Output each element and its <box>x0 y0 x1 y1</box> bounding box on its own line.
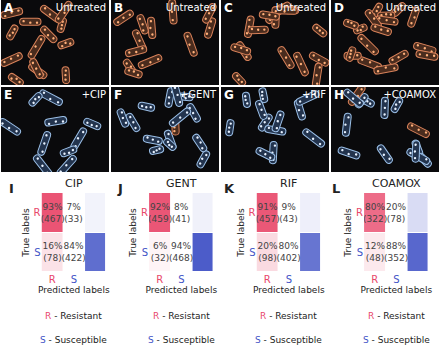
html-text:H: H <box>334 88 344 102</box>
svg-text:I: I <box>9 181 14 196</box>
svg-text:20%(98): 20%(98) <box>258 241 278 263</box>
svg-text:S: S <box>286 274 292 285</box>
html-text:D: D <box>334 1 344 15</box>
svg-text:L: L <box>332 181 340 196</box>
svg-text:12%(48): 12%(48) <box>365 241 385 263</box>
svg-text:9%(43): 9%(43) <box>279 202 297 224</box>
html-text:Untreated: Untreated <box>55 2 106 13</box>
html-text:B: B <box>114 1 124 15</box>
svg-text:RIF: RIF <box>280 177 297 190</box>
svg-text:8%(41): 8%(41) <box>172 202 190 224</box>
svg-text:S: S <box>178 274 184 285</box>
html-text:E: E <box>4 88 13 102</box>
svg-text:93%(467): 93%(467) <box>42 202 65 224</box>
html-text:+COAMOX: +COAMOX <box>383 89 436 100</box>
svg-text:S: S <box>393 274 399 285</box>
svg-text:R: R <box>371 274 378 285</box>
html-text:+GENT: +GENT <box>180 89 216 100</box>
svg-text:R: R <box>356 207 363 218</box>
svg-text:R: R <box>249 207 256 218</box>
svg-text:CIP: CIP <box>65 177 83 190</box>
svg-text:R: R <box>34 207 41 218</box>
svg-text:Predicted labels: Predicted labels <box>361 285 433 295</box>
svg-text:S - Susceptible: S - Susceptible <box>363 335 430 345</box>
svg-text:80%(402): 80%(402) <box>276 241 300 263</box>
svg-text:92%(459): 92%(459) <box>149 202 172 224</box>
svg-text:R - Resistant: R - Resistant <box>368 311 425 321</box>
svg-text:True labels: True labels <box>21 208 31 258</box>
svg-text:Predicted labels: Predicted labels <box>146 285 218 295</box>
html-text:Untreated: Untreated <box>165 2 216 13</box>
svg-text:True labels: True labels <box>128 208 138 258</box>
svg-text:R: R <box>141 207 148 218</box>
svg-text:K: K <box>224 181 235 196</box>
svg-text:R - Resistant: R - Resistant <box>153 311 210 321</box>
svg-text:S: S <box>357 247 363 258</box>
svg-text:7%(33): 7%(33) <box>64 202 82 224</box>
svg-text:R: R <box>156 274 163 285</box>
html-text:+RIF: +RIF <box>302 89 326 100</box>
svg-text:S: S <box>142 247 148 258</box>
svg-text:S: S <box>71 274 77 285</box>
svg-text:R - Resistant: R - Resistant <box>260 311 317 321</box>
svg-text:94%(468): 94%(468) <box>169 241 193 263</box>
svg-text:S - Susceptible: S - Susceptible <box>40 335 107 345</box>
svg-text:S: S <box>249 247 255 258</box>
svg-text:80%(322): 80%(322) <box>364 202 387 224</box>
html-text:+CIP: +CIP <box>81 89 106 100</box>
svg-text:Predicted labels: Predicted labels <box>253 285 325 295</box>
svg-text:R: R <box>49 274 56 285</box>
svg-text:J: J <box>117 181 123 196</box>
html-text:C: C <box>224 1 233 15</box>
svg-text:16%(78): 16%(78) <box>43 241 63 263</box>
html-text:Untreated: Untreated <box>385 2 436 13</box>
svg-text:True labels: True labels <box>343 208 353 258</box>
html-text:A: A <box>4 1 14 15</box>
svg-text:COAMOX: COAMOX <box>372 177 421 190</box>
svg-text:S: S <box>34 247 40 258</box>
html-text:G: G <box>224 88 234 102</box>
html-text:F: F <box>114 88 123 102</box>
svg-text:20%(78): 20%(78) <box>386 202 406 224</box>
svg-text:R: R <box>264 274 271 285</box>
svg-text:S - Susceptible: S - Susceptible <box>148 335 215 345</box>
svg-text:6%(32): 6%(32) <box>151 241 169 263</box>
svg-text:Predicted labels: Predicted labels <box>38 285 110 295</box>
svg-text:91%(457): 91%(457) <box>257 202 280 224</box>
svg-text:88%(352): 88%(352) <box>384 241 408 263</box>
svg-text:GENT: GENT <box>166 177 197 190</box>
svg-text:84%(422): 84%(422) <box>61 241 85 263</box>
html-text:Untreated: Untreated <box>275 2 326 13</box>
svg-text:R - Resistant: R - Resistant <box>45 311 102 321</box>
svg-text:True labels: True labels <box>236 208 246 258</box>
svg-text:S - Susceptible: S - Susceptible <box>255 335 322 345</box>
